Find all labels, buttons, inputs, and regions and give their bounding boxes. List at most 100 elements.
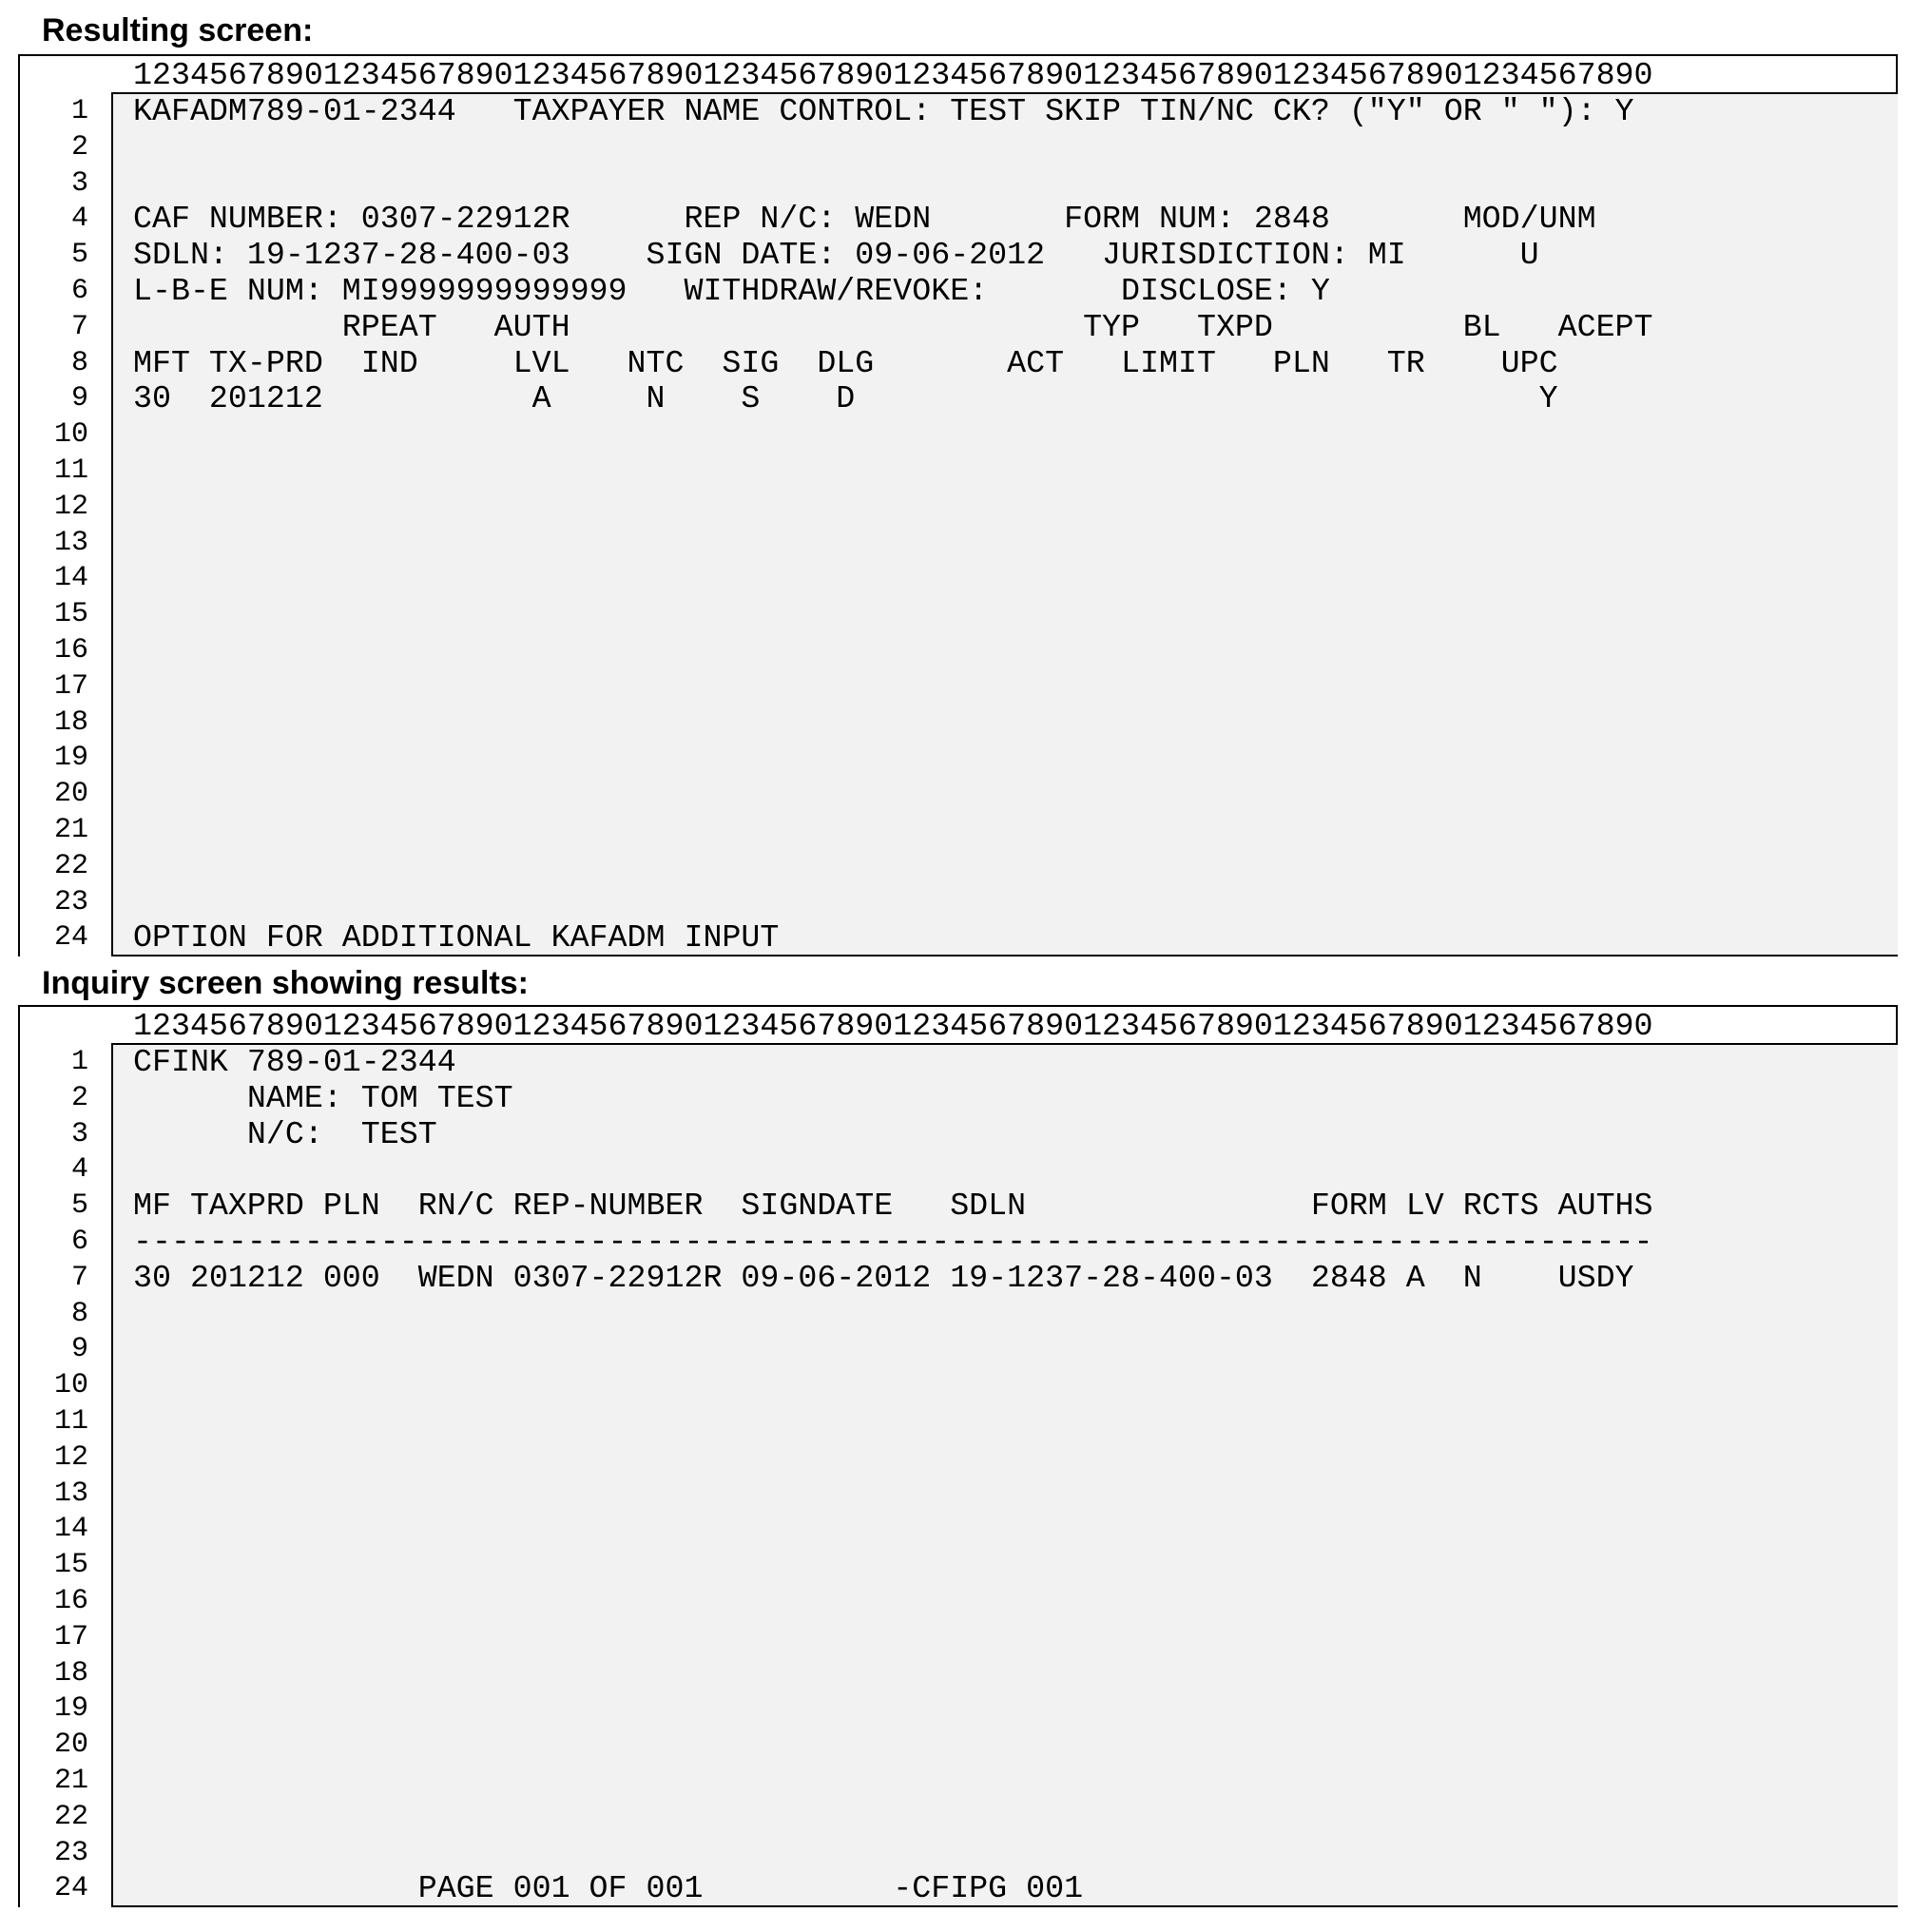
line-number: 5: [70, 239, 88, 272]
screen-line: 16: [18, 1584, 1896, 1620]
screen-line: 24 OPTION FOR ADDITIONAL KAFADM INPUT: [18, 920, 1896, 956]
line-number: 15: [53, 1549, 88, 1582]
line-number: 3: [70, 166, 88, 200]
line-number: 1: [70, 95, 88, 127]
screen-line: 11: [18, 1404, 1896, 1440]
line-text: L-B-E NUM: MI9999999999999 WITHDRAW/REVO…: [133, 273, 1330, 309]
line-number: 17: [53, 1620, 88, 1653]
line-number: 23: [53, 885, 88, 918]
screen-line: 18: [18, 1656, 1896, 1692]
screen-line: 2: [18, 130, 1896, 166]
line-text: KAFADM789-01-2344 TAXPAYER NAME CONTROL:…: [133, 93, 1634, 129]
line-number: 18: [53, 1656, 88, 1690]
line-text: OPTION FOR ADDITIONAL KAFADM INPUT: [133, 919, 780, 956]
line-text: SDLN: 19-1237-28-400-03 SIGN DATE: 09-06…: [133, 237, 1539, 274]
line-text: PAGE 001 OF 001 -CFIPG 001: [133, 1870, 1084, 1907]
line-number: 13: [53, 526, 88, 559]
line-number: 16: [53, 634, 88, 667]
terminal-screen: 1234567890123456789012345678901234567890…: [18, 54, 1898, 957]
screen-line: 7 30 201212 000 WEDN 0307-22912R 09-06-20…: [18, 1259, 1896, 1297]
screen-content-panel: [111, 1043, 1898, 1908]
screen-line: 8: [18, 1297, 1896, 1333]
screen-border: [18, 54, 20, 957]
line-number: 24: [53, 921, 88, 955]
screen-line: 13: [18, 526, 1896, 562]
line-number: 19: [53, 742, 88, 775]
line-number: 12: [53, 490, 88, 523]
line-number: 2: [70, 130, 88, 164]
line-number: 5: [70, 1189, 88, 1223]
screen-line: 8 MFT TX-PRD IND LVL NTC SIG DLG ACT LIMI…: [18, 345, 1896, 382]
line-number: 20: [53, 778, 88, 811]
line-number: 8: [70, 346, 88, 379]
line-number: 23: [53, 1836, 88, 1869]
line-number: 8: [70, 1297, 88, 1330]
screen-line: 17: [18, 669, 1896, 705]
screen-border: [18, 1005, 20, 1908]
line-number: 10: [53, 1369, 88, 1402]
screen-line: 5 MF TAXPRD PLN RN/C REP-NUMBER SIGNDATE …: [18, 1188, 1896, 1225]
screen-line: 16: [18, 633, 1896, 669]
terminal-screen: 1234567890123456789012345678901234567890…: [18, 1005, 1898, 1908]
screen-line: 21: [18, 813, 1896, 849]
column-ruler: 1234567890123456789012345678901234567890…: [18, 54, 1898, 92]
line-number: 17: [53, 669, 88, 703]
screen-line: 9: [18, 1332, 1896, 1368]
line-number: 6: [70, 275, 88, 307]
line-number: 7: [70, 1261, 88, 1294]
line-number: 12: [53, 1440, 88, 1474]
screen-line: 3 N/C: TEST: [18, 1115, 1896, 1153]
screen-line: 1 CFINK 789-01-2344: [18, 1044, 1896, 1081]
column-ruler: 1234567890123456789012345678901234567890…: [18, 1005, 1898, 1043]
line-text: 30 201212 000 WEDN 0307-22912R 09-06-201…: [133, 1259, 1634, 1296]
screen-line: 20: [18, 1728, 1896, 1764]
line-number: 20: [53, 1729, 88, 1762]
line-number: 16: [53, 1585, 88, 1617]
line-number: 11: [53, 454, 88, 487]
screen-title: Resulting screen:: [42, 12, 314, 48]
line-text: NAME: TOM TEST: [133, 1079, 513, 1116]
screen-line: 20: [18, 777, 1896, 813]
line-text: RPEAT AUTH TYP TXPD BL ACEPT: [133, 308, 1653, 345]
screen-line: 12: [18, 1440, 1896, 1477]
line-number: 22: [53, 1800, 88, 1833]
screen-line: 15: [18, 1548, 1896, 1584]
line-number: 13: [53, 1477, 88, 1510]
screen-line: 23: [18, 885, 1896, 921]
screen-line: 18: [18, 705, 1896, 742]
screen-line: 9 30 201212 A N S D Y: [18, 381, 1896, 417]
line-number: 21: [53, 814, 88, 846]
screen-line: 6 L-B-E NUM: MI9999999999999 WITHDRAW/REV…: [18, 273, 1896, 310]
line-number: 21: [53, 1765, 88, 1797]
line-number: 14: [53, 1513, 88, 1546]
line-number: 19: [53, 1692, 88, 1726]
line-text: MF TAXPRD PLN RN/C REP-NUMBER SIGNDATE S…: [133, 1188, 1653, 1225]
screen-line: 15: [18, 597, 1896, 633]
line-number: 11: [53, 1405, 88, 1438]
screen-line: 1 KAFADM789-01-2344 TAXPAYER NAME CONTROL…: [18, 93, 1896, 130]
line-number: 7: [70, 310, 88, 343]
screen-line: 14: [18, 1512, 1896, 1548]
screen-line: 21: [18, 1764, 1896, 1800]
line-text: N/C: TEST: [133, 1115, 437, 1152]
column-ruler-digits: 1234567890123456789012345678901234567890…: [133, 1008, 1653, 1044]
screen-line: 10: [18, 417, 1896, 454]
screen-line: 5 SDLN: 19-1237-28-400-03 SIGN DATE: 09-0…: [18, 237, 1896, 274]
line-number: 4: [70, 1153, 88, 1187]
line-number: 9: [70, 1333, 88, 1366]
line-text: 30 201212 A N S D Y: [133, 380, 1558, 417]
screen-line: 17: [18, 1620, 1896, 1656]
screen-line: 19: [18, 741, 1896, 777]
screen-line: 10: [18, 1368, 1896, 1404]
line-number: 22: [53, 849, 88, 882]
line-number: 18: [53, 705, 88, 739]
screen-title: Inquiry screen showing results:: [42, 965, 530, 1001]
screen-line: 2 NAME: TOM TEST: [18, 1079, 1896, 1117]
line-number: 14: [53, 562, 88, 595]
line-number: 10: [53, 418, 88, 452]
line-text: CFINK 789-01-2344: [133, 1044, 456, 1080]
screen-line: 19: [18, 1691, 1896, 1728]
line-number: 6: [70, 1226, 88, 1258]
line-text: ----------------------------------------…: [133, 1224, 1653, 1260]
line-number: 2: [70, 1081, 88, 1114]
